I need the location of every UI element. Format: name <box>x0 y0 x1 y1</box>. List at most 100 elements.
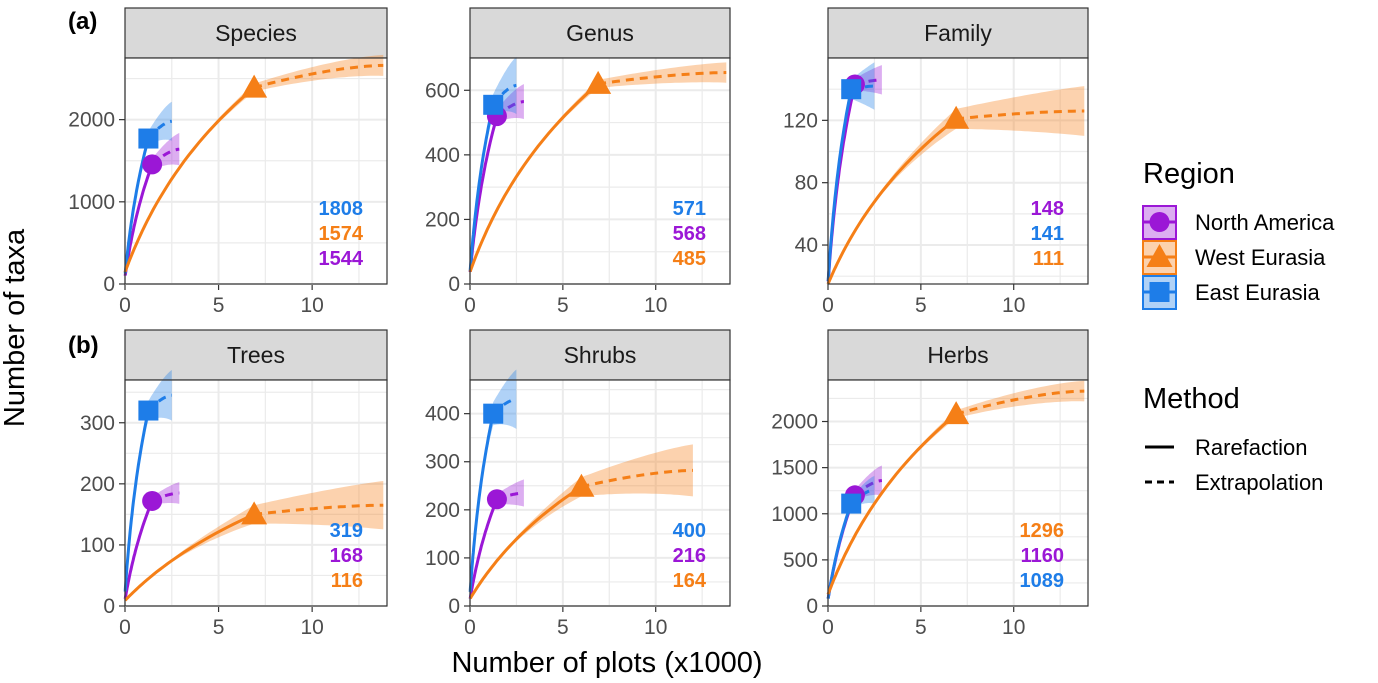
panel-border-herbs <box>827 379 1089 607</box>
observed-point-east_eurasia <box>841 493 862 514</box>
observed-point-east_eurasia <box>483 94 504 115</box>
rarefaction-line-east_eurasia <box>826 503 853 599</box>
strip-trees <box>124 329 388 381</box>
strip-genus <box>469 7 731 59</box>
panel-species: Species 0 5 10 0 1000 2000 1808 1574 1544 <box>68 7 388 317</box>
x-tick-label: 10 <box>1002 616 1025 639</box>
y-tick-label: 200 <box>425 208 460 231</box>
count-label-east_eurasia: 319 <box>330 520 363 542</box>
rarefaction-line-east_eurasia <box>468 413 495 592</box>
x-tick-label: 0 <box>464 616 476 639</box>
count-label-north_america: 168 <box>330 545 363 567</box>
x-tick-label: 0 <box>119 616 131 639</box>
strip-family <box>827 7 1089 59</box>
y-tick-label: 80 <box>795 172 818 195</box>
observed-point-east_eurasia <box>483 403 504 424</box>
count-label-east_eurasia: 1808 <box>319 198 364 220</box>
extrapolation-line-west_eurasia <box>581 468 693 489</box>
count-label-east_eurasia: 400 <box>673 520 706 542</box>
y-tick-label: 1500 <box>771 457 818 480</box>
plot-area-family <box>828 58 1088 284</box>
panel-border-species <box>124 57 388 285</box>
y-tick-label: 40 <box>795 234 818 257</box>
legend-marker-east_eurasia <box>1149 282 1170 302</box>
row-tag-b: (b) <box>68 332 99 359</box>
y-tick-label: 300 <box>80 412 115 435</box>
y-tick-label: 0 <box>448 595 460 618</box>
rarefaction-line-east_eurasia <box>468 104 495 271</box>
y-tick-label: 1000 <box>771 503 818 526</box>
legend-label-east_eurasia: East Eurasia <box>1195 280 1320 305</box>
extrapolation-line-west_eurasia <box>597 71 727 86</box>
y-tick-label: 300 <box>425 451 460 474</box>
x-tick-label: 10 <box>644 294 667 317</box>
legend-region-title: Region <box>1143 158 1235 190</box>
count-label-north_america: 1160 <box>1021 545 1064 567</box>
y-tick-label: 100 <box>80 534 115 557</box>
y-tick-label: 0 <box>448 273 460 296</box>
legend-method-title: Method <box>1143 383 1240 415</box>
count-label-east_eurasia: 571 <box>673 198 706 220</box>
observed-point-north_america <box>142 490 163 511</box>
count-label-west_eurasia: 485 <box>673 248 706 270</box>
y-tick-label: 100 <box>425 547 460 570</box>
strip-herbs <box>827 329 1089 381</box>
count-label-east_eurasia: 141 <box>1031 223 1064 245</box>
rarefaction-line-west_eurasia <box>123 86 256 273</box>
observed-point-west_eurasia <box>585 70 612 94</box>
x-tick-label: 5 <box>557 294 569 317</box>
strip-label-shrubs: Shrubs <box>564 342 637 368</box>
x-tick-label: 10 <box>644 616 667 639</box>
count-label-west_eurasia: 164 <box>673 570 707 592</box>
strip-label-trees: Trees <box>227 342 285 368</box>
rarefaction-line-east_eurasia <box>123 410 150 592</box>
x-tick-label: 0 <box>822 616 834 639</box>
x-tick-label: 5 <box>557 616 569 639</box>
x-tick-label: 5 <box>915 294 927 317</box>
panel-genus: Genus 0 5 10 0 200 400 600 571 568 485 <box>425 7 731 317</box>
panel-border-trees <box>124 379 388 607</box>
row-tag-a: (a) <box>68 8 97 35</box>
extrapolation-line-west_eurasia <box>955 109 1085 121</box>
rarefaction-line-north_america <box>123 500 154 599</box>
count-label-north_america: 216 <box>673 545 706 567</box>
rarefaction-line-west_eurasia <box>826 117 958 285</box>
count-label-west_eurasia: 1574 <box>319 223 364 245</box>
y-tick-label: 1000 <box>68 191 115 214</box>
observed-point-west_eurasia <box>241 74 268 98</box>
legend-marker-west_eurasia <box>1146 244 1173 267</box>
observed-point-north_america <box>486 489 507 510</box>
observed-point-east_eurasia <box>841 79 862 100</box>
plot-area-trees <box>125 380 387 606</box>
legend-method-keys: Rarefaction Extrapolation <box>1145 435 1323 495</box>
x-tick-label: 10 <box>300 294 323 317</box>
observed-point-west_eurasia <box>943 105 970 129</box>
count-label-east_eurasia: 1089 <box>1020 570 1065 592</box>
y-tick-label: 2000 <box>68 109 115 132</box>
strip-label-species: Species <box>215 20 297 46</box>
observed-point-east_eurasia <box>138 400 159 421</box>
panel-border-shrubs <box>469 379 731 607</box>
y-tick-label: 500 <box>783 549 818 572</box>
observed-point-north_america <box>142 154 163 175</box>
rarefaction-line-west_eurasia <box>826 412 958 595</box>
legend-label-west_eurasia: West Eurasia <box>1195 245 1326 270</box>
panel-family: Family 0 5 10 40 80 120 148 141 111 <box>783 7 1089 317</box>
panel-border-genus <box>469 57 731 285</box>
panel-herbs: Herbs 0 5 10 0 500 1000 1500 2000 1296 1160 1089 <box>771 329 1089 639</box>
rarefaction-line-east_eurasia <box>826 88 853 281</box>
y-tick-label: 2000 <box>771 411 818 434</box>
y-tick-label: 0 <box>103 595 115 618</box>
x-axis-title: Number of plots (x1000) <box>451 647 762 679</box>
observed-point-west_eurasia <box>943 401 970 425</box>
legend-marker-north_america <box>1149 212 1170 232</box>
legend: Region North America West Eurasia East Eur… <box>1142 158 1335 495</box>
observed-point-west_eurasia <box>241 501 268 525</box>
strip-species <box>124 7 388 59</box>
x-tick-label: 0 <box>119 294 131 317</box>
y-tick-label: 400 <box>425 144 460 167</box>
